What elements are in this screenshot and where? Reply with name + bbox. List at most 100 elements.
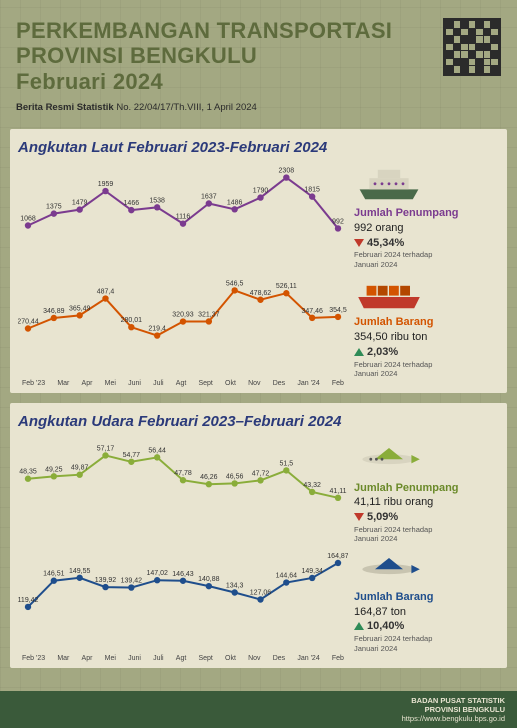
x-tick: Feb: [332, 380, 344, 387]
svg-text:149,34: 149,34: [301, 568, 323, 575]
svg-text:487,4: 487,4: [97, 289, 115, 296]
svg-text:134,3: 134,3: [226, 582, 244, 589]
svg-text:219,4: 219,4: [148, 326, 166, 333]
svg-text:1538: 1538: [149, 197, 165, 204]
svg-text:41,11: 41,11: [330, 488, 347, 495]
subtitle: Berita Resmi Statistik No. 22/04/17/Th.V…: [16, 102, 501, 113]
subtitle-rest: No. 22/04/17/Th.VIII, 1 April 2024: [114, 102, 257, 113]
metric-note: Januari 2024: [354, 369, 499, 378]
svg-text:49,87: 49,87: [71, 465, 89, 472]
x-tick: Mar: [57, 380, 69, 387]
svg-text:546,5: 546,5: [226, 281, 244, 288]
cargo-ship-icon: [354, 269, 424, 311]
airplane-icon: [354, 434, 424, 476]
svg-text:146,43: 146,43: [172, 570, 194, 577]
panel-sea: Angkutan Laut Februari 2023-Februari 202…: [10, 129, 507, 394]
metric-note: Januari 2024: [354, 644, 499, 653]
svg-text:478,62: 478,62: [250, 290, 272, 297]
x-tick: Mei: [105, 380, 116, 387]
svg-text:365,49: 365,49: [69, 306, 91, 313]
x-tick: Mar: [57, 655, 69, 662]
metric-value: 992 orang: [354, 222, 499, 236]
x-tick: Okt: [225, 655, 236, 662]
x-tick: Sept: [198, 655, 212, 662]
metric-value: 41,11 ribu orang: [354, 496, 499, 510]
metric-title: Jumlah Barang: [354, 591, 499, 605]
x-tick: Feb '23: [22, 655, 45, 662]
svg-text:1790: 1790: [253, 187, 269, 194]
title-line: PROVINSI BENGKULU: [16, 43, 257, 68]
metric-note: Februari 2024 terhadap: [354, 360, 499, 369]
svg-text:280,01: 280,01: [121, 317, 143, 324]
svg-text:57,17: 57,17: [97, 446, 115, 453]
air-passenger-row: 48,3549,2549,8757,1754,7756,4447,7846,26…: [18, 434, 499, 543]
x-tick: Juni: [128, 380, 141, 387]
svg-text:1959: 1959: [98, 181, 114, 188]
svg-text:347,46: 347,46: [301, 308, 323, 315]
svg-text:51,5: 51,5: [280, 461, 294, 468]
header: PERKEMBANGAN TRANSPORTASI PROVINSI BENGK…: [0, 0, 517, 119]
x-tick: Sept: [198, 380, 212, 387]
x-tick: Jan '24: [297, 655, 319, 662]
footer: BADAN PUSAT STATISTIK PROVINSI BENGKULU …: [0, 691, 517, 728]
chart-sea-goods: 270,44 346,89 365,49 487,4 280,01 219,4 320,93…: [18, 269, 348, 352]
x-tick: Apr: [82, 655, 93, 662]
air-goods-row: 119,42146,51149,55139,92139,42147,02146,…: [18, 544, 499, 653]
x-tick: Nov: [248, 655, 260, 662]
footer-url: https://www.bengkulu.bps.go.id: [402, 714, 505, 723]
x-tick: Feb '23: [22, 380, 45, 387]
x-tick: Mei: [105, 655, 116, 662]
panel-title: Angkutan Udara Februari 2023–Februari 20…: [18, 413, 499, 430]
metric-value: 164,87 ton: [354, 606, 499, 620]
svg-text:47,78: 47,78: [174, 471, 192, 478]
panel-title: Angkutan Laut Februari 2023-Februari 202…: [18, 139, 499, 156]
page-title: PERKEMBANGAN TRANSPORTASI PROVINSI BENGK…: [16, 18, 501, 94]
footer-prov: PROVINSI BENGKULU: [425, 705, 505, 714]
svg-text:346,89: 346,89: [43, 308, 65, 315]
x-tick: Feb: [332, 655, 344, 662]
chart-air-goods: 119,42146,51149,55139,92139,42147,02146,…: [18, 544, 348, 627]
footer-org: BADAN PUSAT STATISTIK: [411, 696, 505, 705]
subtitle-bold: Berita Resmi Statistik: [16, 102, 114, 113]
svg-text:320,93: 320,93: [172, 312, 194, 319]
svg-text:146,51: 146,51: [43, 570, 65, 577]
ship-icon: [354, 160, 424, 202]
svg-text:127,06: 127,06: [250, 589, 272, 596]
metric-value: 354,50 ribu ton: [354, 331, 499, 345]
svg-text:147,02: 147,02: [146, 570, 168, 577]
qr-code: [443, 18, 501, 76]
svg-text:140,88: 140,88: [198, 576, 220, 583]
svg-text:56,44: 56,44: [148, 448, 166, 455]
metric-pct: 5,09%: [354, 511, 499, 525]
svg-text:526,11: 526,11: [276, 283, 297, 290]
x-tick: Jan '24: [297, 380, 319, 387]
triangle-down-icon: [354, 239, 364, 247]
svg-text:2308: 2308: [279, 167, 295, 174]
cargo-plane-icon: [354, 544, 424, 586]
svg-text:1466: 1466: [124, 200, 140, 207]
x-tick: Nov: [248, 380, 260, 387]
svg-text:139,42: 139,42: [121, 577, 143, 584]
metric-note: Februari 2024 terhadap: [354, 634, 499, 643]
info-air-goods: Jumlah Barang 164,87 ton 10,40% Februari…: [348, 544, 499, 653]
svg-text:321,37: 321,37: [198, 312, 220, 319]
svg-text:46,56: 46,56: [226, 474, 244, 481]
chart-air-passenger: 48,3549,2549,8757,1754,7756,4447,7846,26…: [18, 434, 348, 517]
svg-text:48,35: 48,35: [19, 469, 37, 476]
chart-sea-passenger: 1068137514791959146615381116163714861790…: [18, 160, 348, 243]
info-sea-goods: Jumlah Barang 354,50 ribu ton 2,03% Febr…: [348, 269, 499, 378]
svg-text:1068: 1068: [20, 215, 36, 222]
x-tick: Agt: [176, 380, 187, 387]
metric-note: Februari 2024 terhadap: [354, 525, 499, 534]
x-tick: Apr: [82, 380, 93, 387]
sea-goods-row: 270,44 346,89 365,49 487,4 280,01 219,4 320,93…: [18, 269, 499, 378]
title-line: Februari 2024: [16, 69, 163, 94]
svg-text:1375: 1375: [46, 204, 62, 211]
svg-text:992: 992: [332, 218, 344, 225]
svg-text:270,44: 270,44: [18, 319, 39, 326]
x-tick: Des: [273, 655, 285, 662]
x-axis-air: Feb '23MarAprMeiJuniJuliAgtSeptOktNovDes…: [18, 653, 348, 662]
svg-text:144,64: 144,64: [276, 572, 298, 579]
triangle-up-icon: [354, 348, 364, 356]
metric-title: Jumlah Barang: [354, 316, 499, 330]
